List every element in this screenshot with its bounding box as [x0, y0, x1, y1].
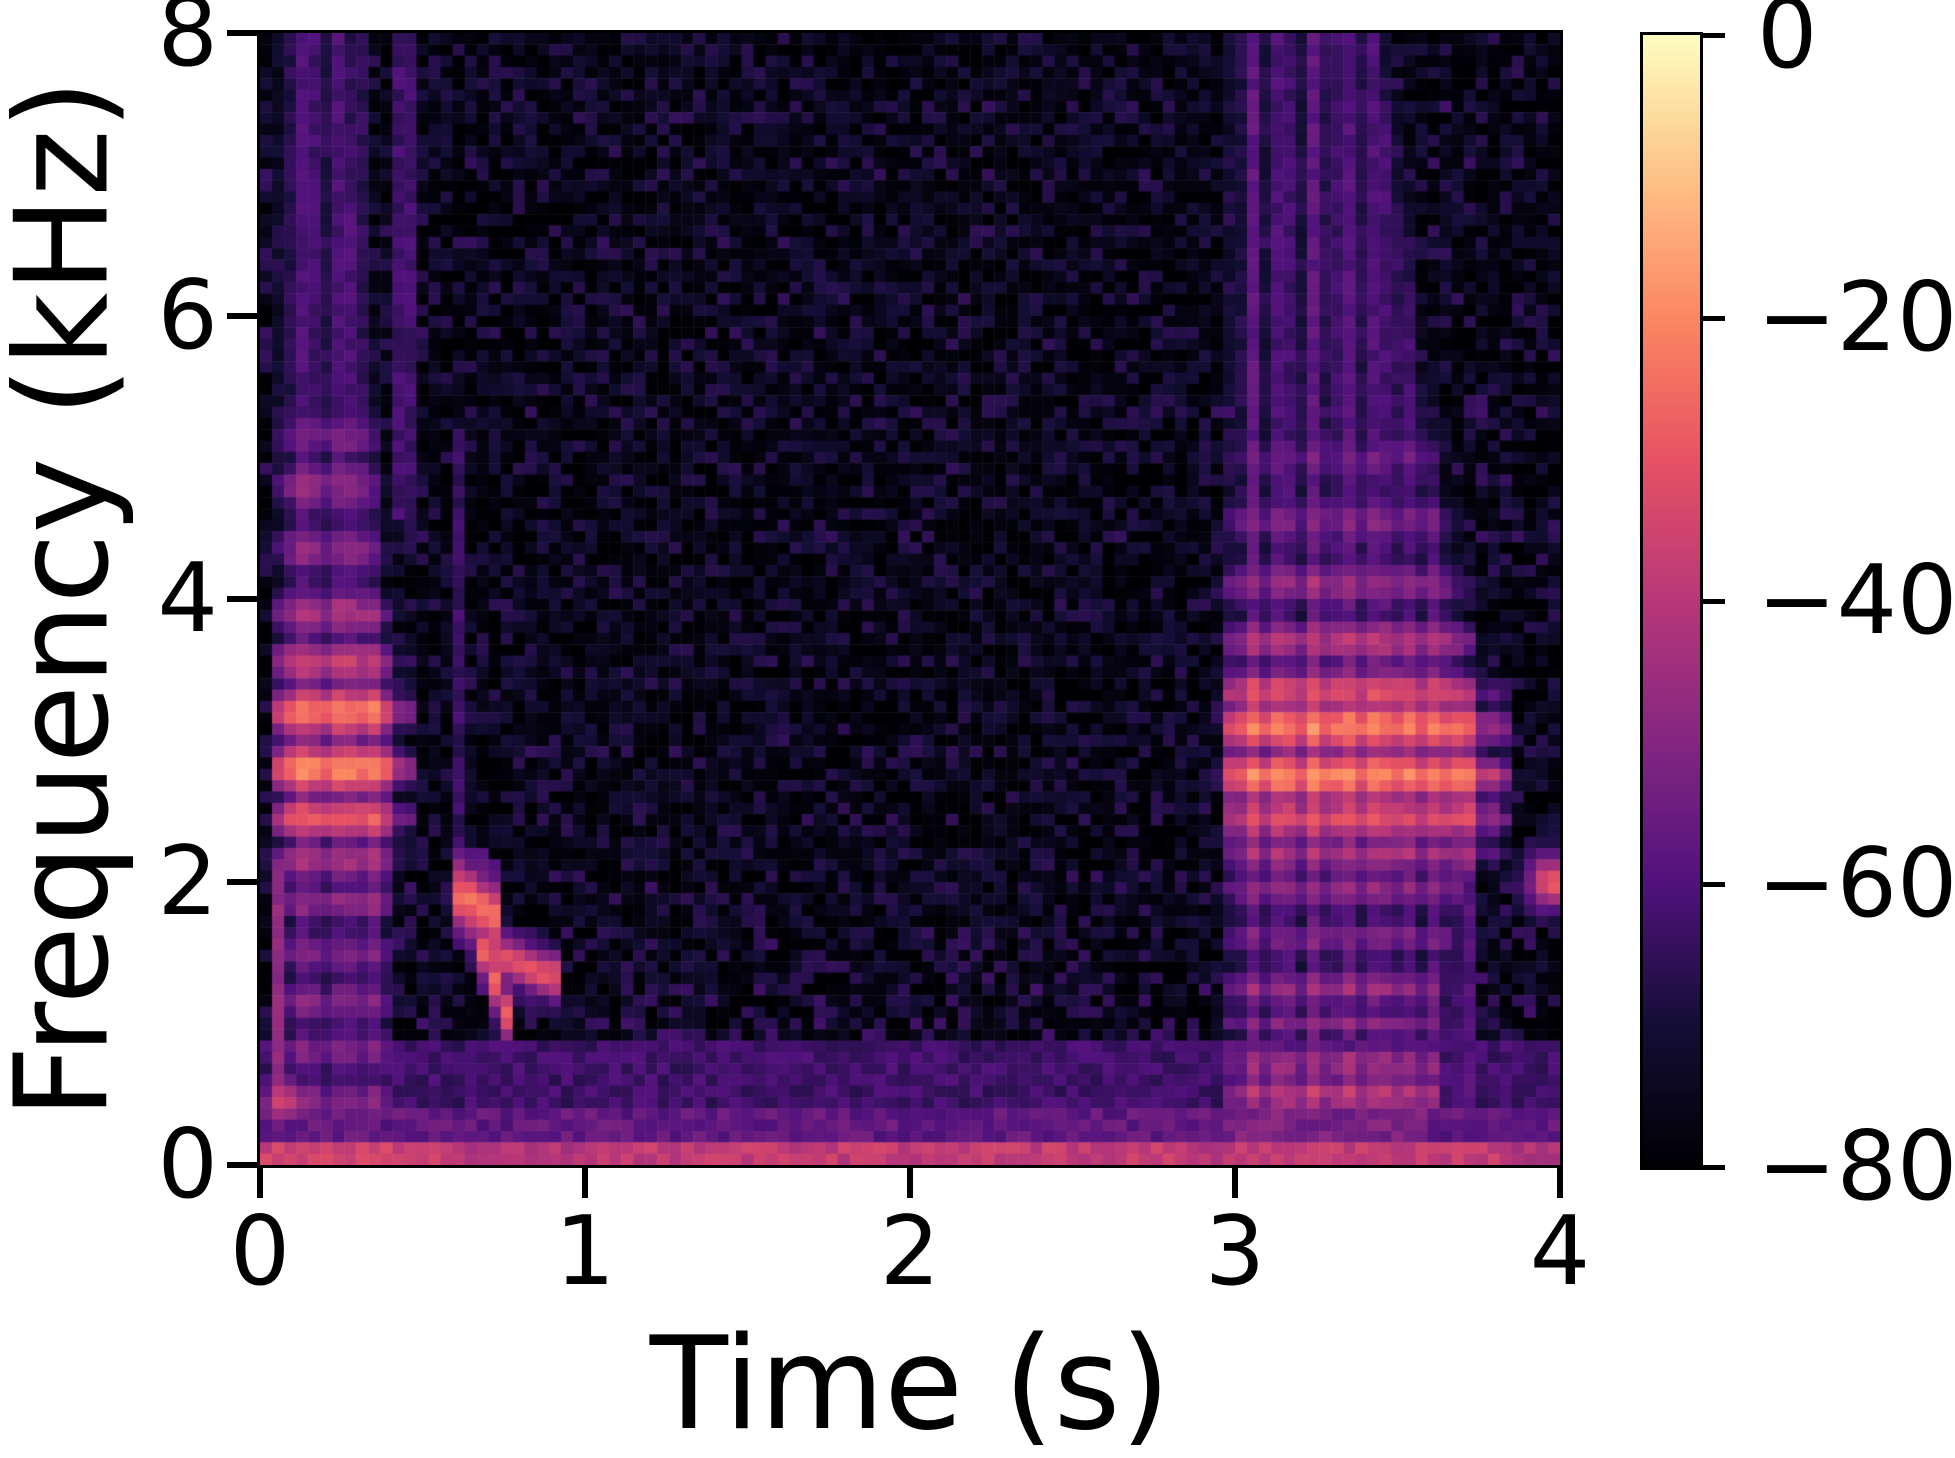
x-tick-label: 4	[1529, 1197, 1591, 1307]
x-tick-mark	[907, 1168, 913, 1198]
colorbar-tick-mark	[1703, 315, 1725, 321]
colorbar-tick-label: −60	[1757, 829, 1955, 939]
y-tick-mark	[227, 313, 257, 319]
x-tick-label: 0	[229, 1197, 291, 1307]
colorbar-tick-mark	[1703, 598, 1725, 604]
x-tick-mark	[582, 1168, 588, 1198]
y-tick-mark	[227, 1162, 257, 1168]
x-tick-mark	[1557, 1168, 1563, 1198]
colorbar-tick-mark	[1703, 1164, 1725, 1170]
spectrogram-heatmap	[260, 33, 1560, 1165]
y-tick-label: 4	[157, 544, 218, 654]
x-tick-label: 1	[554, 1197, 616, 1307]
y-tick-mark	[227, 30, 257, 36]
y-tick-label: 0	[157, 1110, 218, 1220]
y-tick-label: 2	[157, 827, 218, 937]
colorbar-tick-mark	[1703, 32, 1725, 38]
y-tick-mark	[227, 879, 257, 885]
y-tick-label: 8	[157, 0, 218, 88]
x-tick-label: 3	[1204, 1197, 1266, 1307]
y-tick-label: 6	[157, 261, 218, 371]
colorbar-tick-label: −80	[1757, 1112, 1955, 1222]
y-tick-mark	[227, 596, 257, 602]
colorbar-tick-label: −20	[1757, 263, 1955, 373]
colorbar-gradient	[1643, 35, 1700, 1167]
x-axis-label: Time (s)	[649, 1310, 1171, 1458]
x-tick-label: 2	[879, 1197, 941, 1307]
x-tick-mark	[257, 1168, 263, 1198]
colorbar-tick-label: −40	[1757, 546, 1955, 656]
x-tick-mark	[1232, 1168, 1238, 1198]
colorbar-tick-label: 0	[1757, 0, 1818, 90]
colorbar-tick-mark	[1703, 881, 1725, 887]
